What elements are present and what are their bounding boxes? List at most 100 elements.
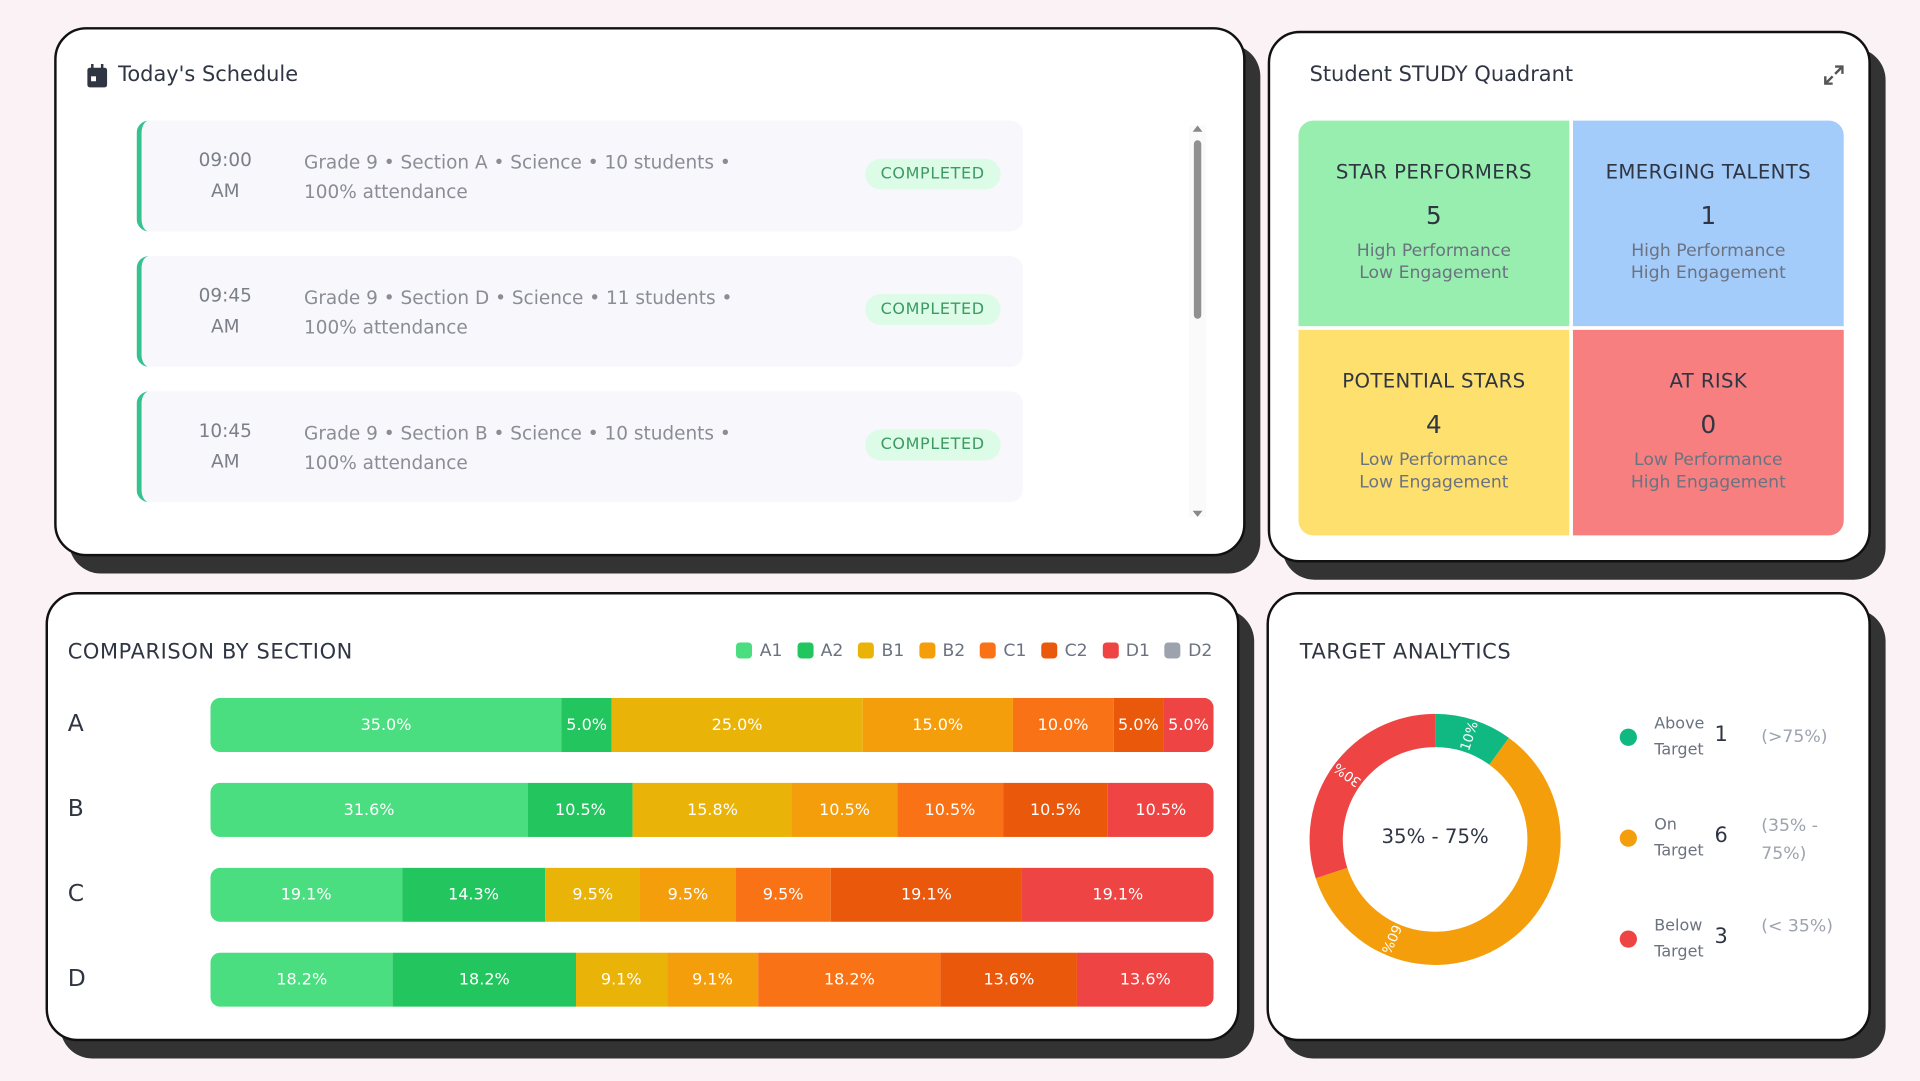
scrollbar-thumb[interactable] bbox=[1193, 140, 1202, 319]
stacked-bar: 35.0% 5.0% 25.0% 15.0% 10.0% 5.0% 5.0% bbox=[210, 697, 1214, 753]
quadrant-count: 0 bbox=[1700, 409, 1717, 440]
legend-label: Below Target bbox=[1654, 913, 1704, 965]
bar-segment-d1[interactable]: 19.1% bbox=[1022, 867, 1214, 922]
bar-segment-c1[interactable]: 10.5% bbox=[897, 782, 1003, 837]
bar-segment-c1[interactable]: 18.2% bbox=[758, 952, 941, 1007]
legend-label: C1 bbox=[1003, 640, 1027, 661]
legend-swatch bbox=[1102, 642, 1119, 659]
legend-label-line2: Target bbox=[1654, 740, 1704, 760]
legend-label: C2 bbox=[1064, 640, 1088, 661]
bar-segment-c1[interactable]: 9.5% bbox=[735, 867, 831, 922]
time-value: 09:45 bbox=[198, 284, 252, 307]
comparison-card: COMPARISON BY SECTION A1 A2 B1 B2 C1 C2 D1 D2 A… bbox=[45, 592, 1240, 1042]
legend-label: D1 bbox=[1125, 640, 1150, 661]
quadrant-engagement: Low Engagement bbox=[1359, 263, 1509, 284]
bar-segment-c2[interactable]: 13.6% bbox=[940, 952, 1078, 1007]
bar-segment-b2[interactable]: 9.1% bbox=[666, 952, 759, 1007]
row-label: D bbox=[67, 964, 86, 993]
bar-segment-b1[interactable]: 25.0% bbox=[611, 697, 863, 753]
bar-segment-a1[interactable]: 18.2% bbox=[210, 952, 394, 1007]
legend-item[interactable]: B1 bbox=[858, 641, 904, 660]
legend-item[interactable]: C1 bbox=[980, 640, 1027, 661]
bar-segment-b1[interactable]: 9.5% bbox=[545, 867, 641, 922]
stacked-bar: 31.6% 10.5% 15.8% 10.5% 10.5% 10.5% 10.5% bbox=[210, 782, 1214, 837]
status-badge: COMPLETED bbox=[864, 429, 1001, 461]
bar-segment-c2[interactable]: 19.1% bbox=[830, 867, 1023, 922]
legend-swatch bbox=[980, 642, 997, 659]
legend-count: 1 bbox=[1714, 722, 1728, 748]
calendar-icon bbox=[87, 64, 108, 88]
doughnut-slice[interactable] bbox=[1309, 713, 1436, 879]
bar-segment-c2[interactable]: 10.5% bbox=[1002, 782, 1109, 837]
quadrant-performance: High Performance bbox=[1631, 241, 1786, 261]
legend-item[interactable]: D2 bbox=[1164, 640, 1213, 661]
schedule-item[interactable]: 09:45 AM Grade 9 • Section D • Science • 1… bbox=[136, 256, 1023, 367]
quadrant-emerging-talents[interactable]: EMERGING TALENTS 1 High Performance High En… bbox=[1572, 120, 1844, 327]
bar-segment-b1[interactable]: 9.1% bbox=[575, 952, 667, 1007]
row-label: C bbox=[67, 880, 85, 908]
scroll-down-icon[interactable] bbox=[1192, 510, 1203, 517]
schedule-time: 09:00 AM bbox=[176, 145, 274, 207]
legend-swatch bbox=[858, 642, 875, 659]
doughnut-center-label: 35% - 75% bbox=[1381, 824, 1489, 849]
legend-dot bbox=[1619, 728, 1637, 746]
scrollbar[interactable] bbox=[1188, 125, 1207, 517]
bar-segment-a2[interactable]: 14.3% bbox=[401, 867, 546, 922]
bar-segment-a1[interactable]: 35.0% bbox=[210, 697, 562, 753]
bar-segment-d1[interactable]: 13.6% bbox=[1077, 952, 1214, 1007]
legend-dot bbox=[1619, 829, 1637, 847]
legend-swatch bbox=[1164, 642, 1181, 659]
quadrant-star-performers[interactable]: STAR PERFORMERS 5 High Performance Low Enga… bbox=[1298, 120, 1570, 327]
time-ampm: AM bbox=[210, 179, 240, 202]
schedule-item[interactable]: 10:45 AM Grade 9 • Section B • Science • 1… bbox=[136, 391, 1023, 503]
legend-label-line1: On bbox=[1654, 816, 1677, 835]
time-value: 10:45 bbox=[198, 419, 252, 442]
legend-item[interactable]: A2 bbox=[797, 640, 844, 661]
target-doughnut: 10%60%30% bbox=[1309, 713, 1561, 965]
quadrant-performance: High Performance bbox=[1356, 241, 1512, 261]
legend-label-line1: Above bbox=[1654, 715, 1705, 734]
quadrant-name: STAR PERFORMERS bbox=[1335, 160, 1532, 184]
schedule-item[interactable]: 09:00 AM Grade 9 • Section A • Science • 1… bbox=[136, 120, 1023, 232]
quadrant-name: POTENTIAL STARS bbox=[1342, 369, 1526, 393]
quadrant-count: 4 bbox=[1426, 409, 1442, 440]
quadrant-title: Student STUDY Quadrant bbox=[1309, 62, 1574, 88]
legend-dot bbox=[1619, 930, 1637, 948]
quadrant-engagement: High Engagement bbox=[1630, 472, 1786, 493]
doughnut-slice[interactable] bbox=[1315, 737, 1561, 965]
expand-icon[interactable] bbox=[1824, 65, 1844, 85]
bar-segment-a1[interactable]: 31.6% bbox=[210, 782, 528, 837]
quadrant-subtitle: Low Performance High Engagement bbox=[1573, 449, 1844, 493]
bar-segment-a2[interactable]: 10.5% bbox=[527, 782, 634, 837]
legend-label: D2 bbox=[1188, 640, 1213, 661]
bar-segment-a2[interactable]: 5.0% bbox=[561, 697, 612, 753]
doughnut-slice[interactable] bbox=[1435, 713, 1509, 765]
bar-segment-b2[interactable]: 9.5% bbox=[640, 867, 736, 922]
schedule-time: 10:45 AM bbox=[176, 416, 274, 478]
legend-label-line1: Below bbox=[1654, 916, 1703, 936]
row-label: A bbox=[67, 710, 84, 738]
legend-item[interactable]: D1 bbox=[1102, 640, 1150, 661]
quadrant-count: 1 bbox=[1700, 200, 1717, 231]
bar-segment-d1[interactable]: 5.0% bbox=[1163, 697, 1214, 753]
scroll-up-icon[interactable] bbox=[1192, 125, 1203, 132]
bar-segment-b2[interactable]: 15.0% bbox=[862, 697, 1013, 753]
bar-segment-a2[interactable]: 18.2% bbox=[393, 952, 576, 1007]
row-label: B bbox=[67, 795, 84, 823]
schedule-title: Today's Schedule bbox=[118, 62, 299, 88]
legend-item[interactable]: A1 bbox=[736, 641, 782, 660]
bar-segment-a1[interactable]: 19.1% bbox=[210, 867, 402, 922]
bar-segment-c1[interactable]: 10.0% bbox=[1012, 697, 1114, 753]
bar-segment-d1[interactable]: 10.5% bbox=[1108, 782, 1214, 837]
quadrant-performance: Low Performance bbox=[1634, 450, 1783, 471]
quadrant-potential-stars[interactable]: POTENTIAL STARS 4 Low Performance Low Engag… bbox=[1298, 329, 1570, 536]
bar-segment-b2[interactable]: 10.5% bbox=[791, 782, 898, 837]
bar-segment-b1[interactable]: 15.8% bbox=[633, 782, 792, 837]
legend-label: A2 bbox=[820, 640, 844, 661]
quadrant-at-risk[interactable]: AT RISK 0 Low Performance High Engagement bbox=[1572, 329, 1844, 536]
legend-item[interactable]: C2 bbox=[1041, 640, 1088, 661]
time-value: 09:00 bbox=[198, 148, 252, 172]
legend-item[interactable]: B2 bbox=[919, 641, 965, 660]
schedule-time: 09:45 AM bbox=[176, 281, 274, 343]
bar-segment-c2[interactable]: 5.0% bbox=[1113, 697, 1164, 753]
